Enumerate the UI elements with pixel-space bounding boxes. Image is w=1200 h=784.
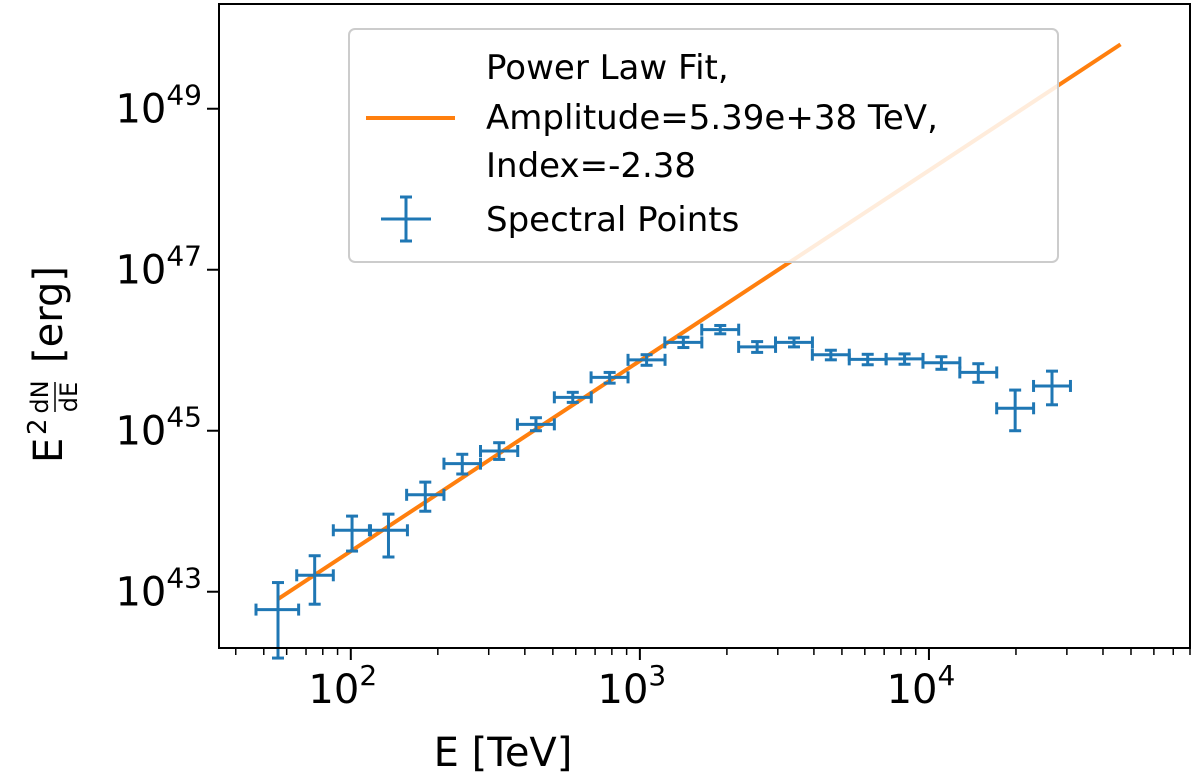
- y-axis-label-prefix: E: [26, 438, 72, 463]
- spectral-point: [737, 340, 778, 354]
- spectral-point: [552, 390, 593, 404]
- y-axis-label-power: 2: [23, 418, 53, 435]
- spectral-point: [515, 416, 556, 433]
- spectral-points-layer: [254, 323, 1072, 660]
- legend-points-label: Spectral Points: [486, 200, 739, 240]
- y-axis-label-frac-den: dE: [55, 382, 83, 412]
- spectral-point: [884, 352, 925, 366]
- spectral-point: [295, 554, 335, 606]
- spectral-point: [663, 335, 704, 350]
- x-tick-label: 102: [308, 659, 377, 713]
- spectral-point: [774, 336, 814, 349]
- legend-fit-line-2: Amplitude=5.39e+38 TeV,: [486, 98, 938, 138]
- spectral-point: [589, 370, 630, 385]
- x-tick-label-exp: 4: [937, 659, 955, 692]
- spectral-point: [479, 441, 520, 461]
- legend: Power Law Fit, Amplitude=5.39e+38 TeV, I…: [348, 28, 1059, 263]
- x-tick-label-exp: 3: [648, 659, 666, 692]
- x-tick-label: 103: [598, 659, 667, 713]
- x-tick-label-base: 10: [598, 667, 649, 713]
- y-tick-label: 1049: [115, 79, 202, 133]
- plot-frame: [218, 3, 1191, 649]
- y-tick-label-base: 10: [115, 248, 166, 294]
- x-tick-label: 104: [887, 659, 956, 713]
- y-axis-label-unit: [erg]: [26, 266, 72, 363]
- spectral-point: [921, 355, 962, 371]
- x-tick-label-base: 10: [887, 667, 938, 713]
- spectral-point: [700, 323, 741, 336]
- y-tick-label-exp: 49: [166, 79, 202, 112]
- spectral-point: [254, 581, 301, 660]
- spectral-point: [1032, 369, 1072, 407]
- y-tick-label-base: 10: [115, 570, 166, 616]
- legend-points-swatch: [381, 195, 431, 243]
- spectral-point: [626, 353, 667, 367]
- legend-fit-line-1: Power Law Fit,: [486, 48, 729, 88]
- spectral-point: [995, 388, 1036, 433]
- minor-ticks: [235, 648, 1191, 655]
- x-tick-label-exp: 2: [359, 659, 377, 692]
- spectral-point: [331, 514, 373, 553]
- spectral-point: [810, 348, 851, 362]
- x-axis-label: E [TeV]: [434, 730, 573, 776]
- spectral-point: [847, 352, 888, 367]
- y-tick-label: 1043: [115, 562, 202, 616]
- spectral-point: [442, 452, 483, 476]
- y-tick-label: 1045: [115, 401, 202, 455]
- legend-box: [348, 28, 1059, 263]
- major-ticks: [207, 107, 930, 660]
- y-tick-label-base: 10: [115, 409, 166, 455]
- y-tick-label: 1047: [115, 240, 202, 294]
- y-tick-label-exp: 47: [166, 240, 202, 273]
- y-axis-label-frac-num: dN: [26, 380, 54, 413]
- legend-fit-line-3: Index=-2.38: [486, 146, 696, 186]
- y-axis-label: E 2 dN dE [erg]: [23, 266, 83, 463]
- y-tick-label-exp: 45: [166, 401, 202, 434]
- spectral-point: [367, 512, 409, 559]
- y-tick-label-exp: 43: [166, 562, 202, 595]
- spectral-point: [958, 362, 999, 384]
- y-tick-label-base: 10: [115, 87, 166, 133]
- x-tick-labels: 102 103 104: [308, 659, 955, 713]
- spectral-point: [405, 480, 446, 513]
- x-tick-label-base: 10: [308, 667, 359, 713]
